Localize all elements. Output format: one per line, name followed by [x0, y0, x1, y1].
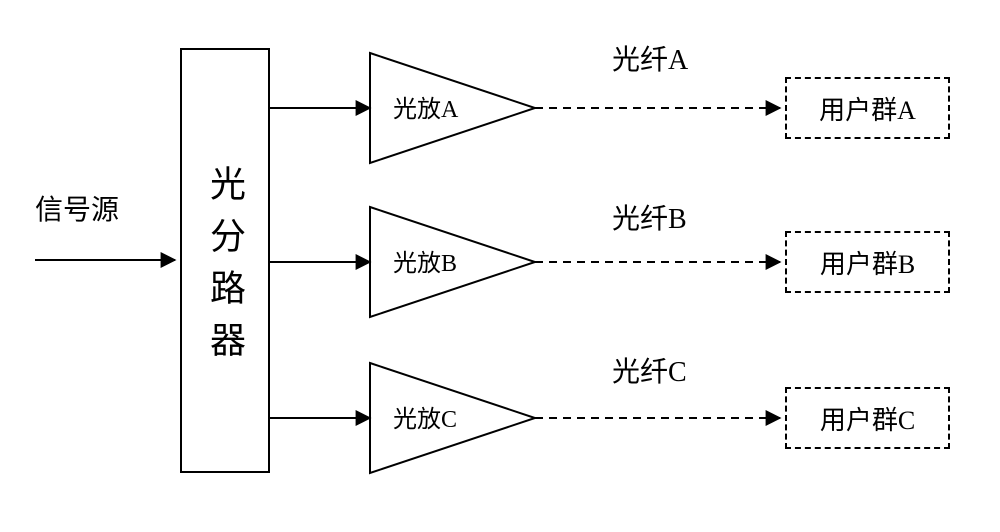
user-group-c: 用户群C [785, 387, 950, 449]
user-group-a-label: 用户群A [819, 90, 916, 127]
user-group-b-label: 用户群B [820, 244, 915, 281]
user-group-c-label: 用户群C [820, 400, 915, 437]
fiber-a-label: 光纤A [612, 38, 688, 78]
fiber-c-label: 光纤C [612, 350, 687, 390]
amplifier-c-label: 光放C [393, 406, 457, 433]
fiber-b-label: 光纤B [612, 197, 687, 237]
amplifier-a-label: 光放A [393, 96, 459, 123]
user-group-b: 用户群B [785, 231, 950, 293]
splitter-label: 光分路器 [199, 149, 251, 373]
user-group-a: 用户群A [785, 77, 950, 139]
source-label: 信号源 [35, 188, 119, 228]
optical-splitter: 光分路器 [180, 48, 270, 473]
amplifier-b-label: 光放B [393, 250, 457, 277]
